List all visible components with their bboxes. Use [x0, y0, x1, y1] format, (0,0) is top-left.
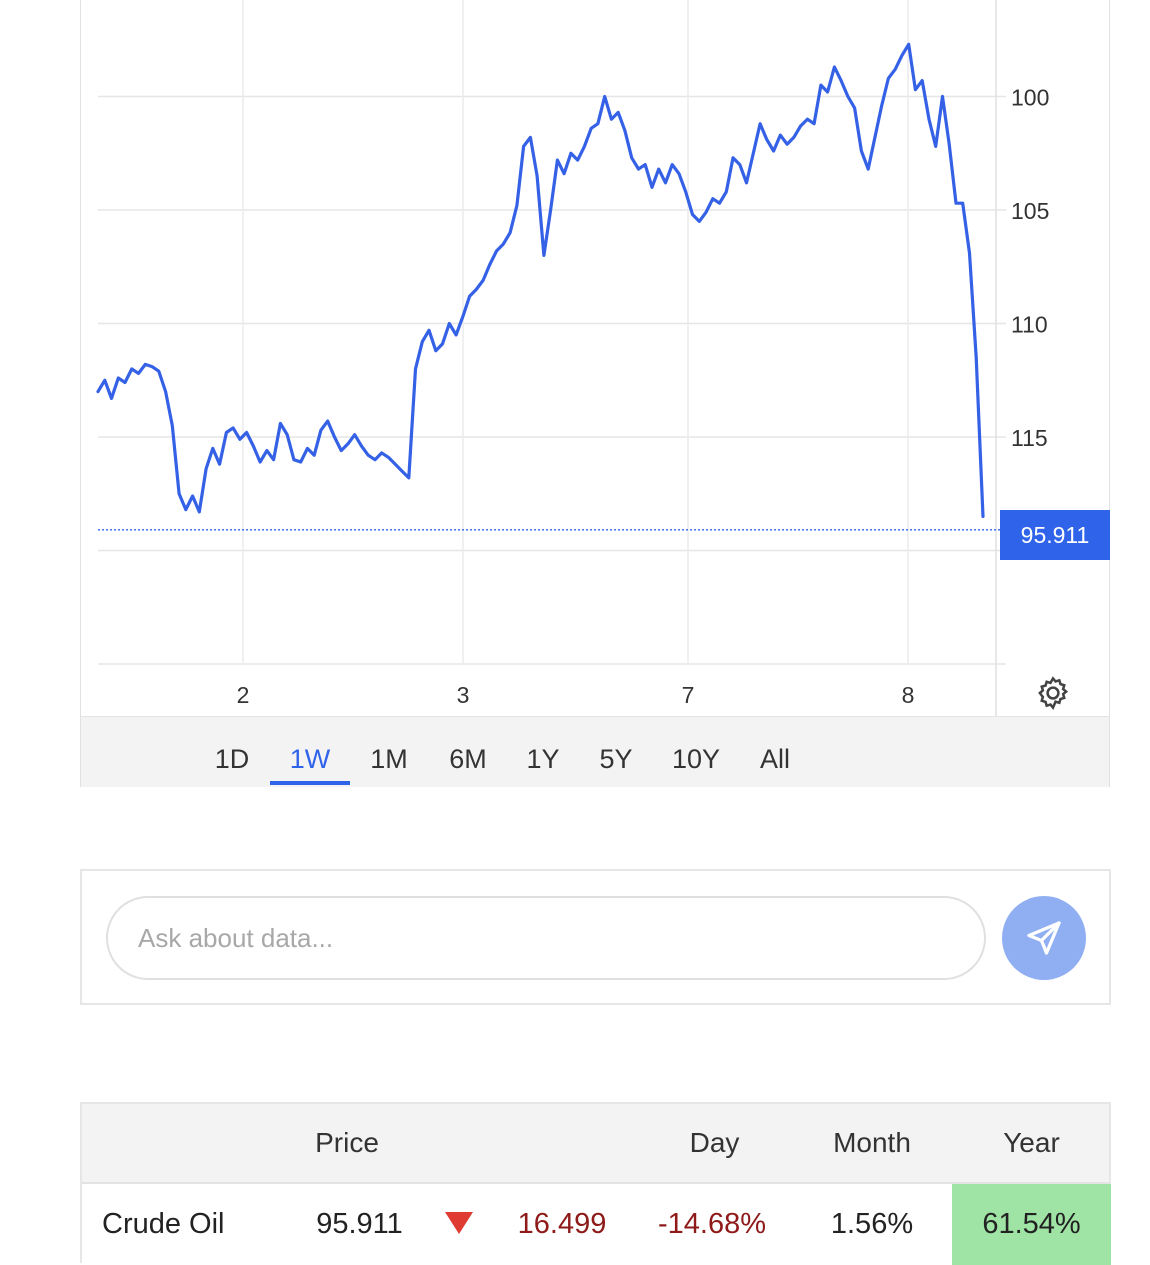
header-day: Day [689, 1127, 740, 1158]
quote-table: Price Day Month Year Crude Oil 95.911 16… [80, 1102, 1111, 1265]
ask-panel [80, 869, 1111, 1005]
range-all[interactable]: All [759, 744, 790, 774]
header-month: Month [833, 1127, 911, 1158]
price-chart[interactable]: 115 110 105 100 2 3 7 8 [81, 0, 1109, 716]
range-1m[interactable]: 1M [370, 744, 408, 774]
range-1w[interactable]: 1W [289, 744, 331, 774]
ask-input[interactable] [106, 896, 986, 980]
table-row[interactable]: Crude Oil 95.911 16.499 -14.68% 1.56% 61… [82, 1184, 1111, 1265]
y-tick-label: 100 [1011, 85, 1049, 111]
range-1d[interactable]: 1D [214, 744, 250, 774]
day-change-percent: -14.68% [657, 1208, 766, 1240]
range-selector: 1D 1W 1M 6M 1Y 5Y 10Y All [81, 716, 1109, 787]
down-triangle-icon [445, 1212, 473, 1234]
range-10y[interactable]: 10Y [671, 744, 721, 774]
active-range-indicator [270, 781, 350, 785]
table-header: Price Day Month Year [82, 1104, 1109, 1184]
instrument-name: Crude Oil [102, 1208, 225, 1240]
x-tick-label: 8 [902, 682, 915, 708]
x-tick-label: 3 [457, 682, 470, 708]
current-price-tag: 95.911 [1000, 510, 1110, 560]
gear-icon[interactable] [1034, 674, 1072, 712]
y-tick-label: 105 [1011, 198, 1049, 224]
chart-panel: 115 110 105 100 2 3 7 8 95.911 1D 1W 1M 6M 1Y 5… [80, 0, 1110, 787]
send-icon [1027, 921, 1061, 955]
x-tick-label: 7 [682, 682, 695, 708]
send-button[interactable] [1002, 896, 1086, 980]
range-5y[interactable]: 5Y [599, 744, 633, 774]
y-tick-label: 115 [1011, 425, 1048, 451]
y-tick-label: 110 [1011, 312, 1048, 338]
price-value: 95.911 [316, 1208, 403, 1240]
x-tick-label: 2 [237, 682, 250, 708]
header-year: Year [1003, 1127, 1060, 1158]
range-1y[interactable]: 1Y [526, 744, 560, 774]
price-series-line [96, 42, 985, 519]
range-6m[interactable]: 6M [449, 744, 487, 774]
price-change: 16.499 [517, 1208, 607, 1240]
year-change-percent: 61.54% [952, 1184, 1111, 1265]
month-change-percent: 1.56% [830, 1208, 914, 1240]
header-price: Price [315, 1127, 379, 1158]
